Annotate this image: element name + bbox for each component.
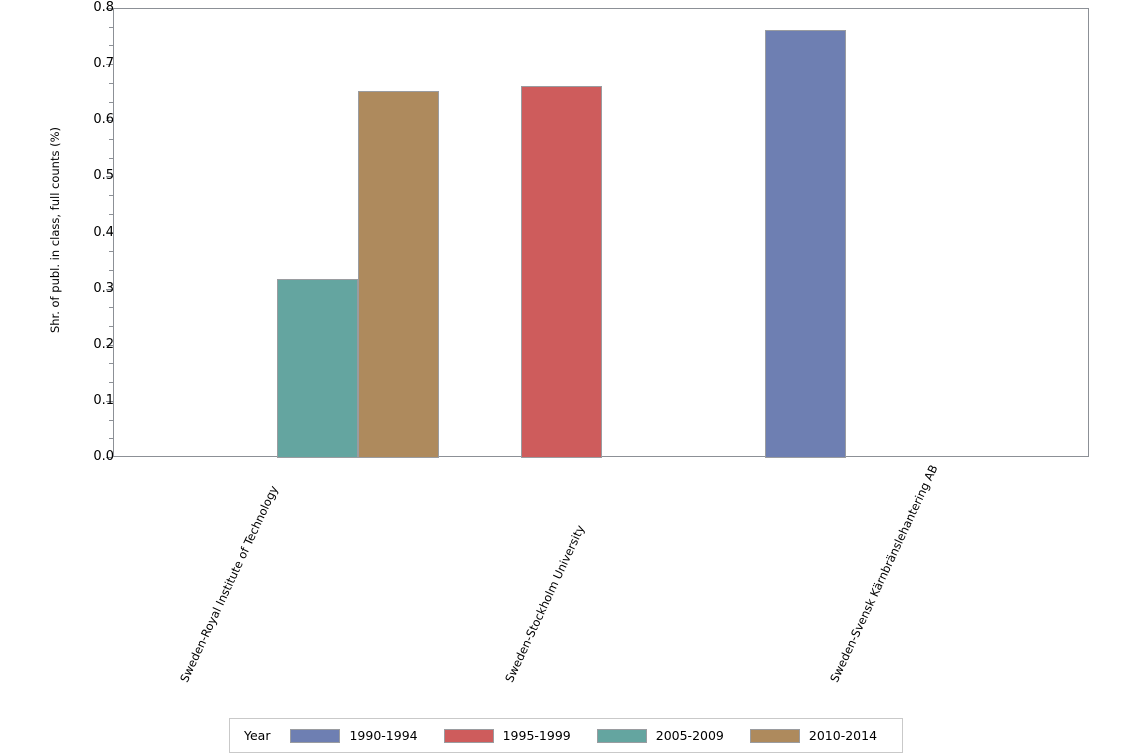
legend-item[interactable]: 1990-1994 (290, 728, 418, 743)
legend-label: 1995-1999 (502, 728, 571, 743)
y-tick-minor (109, 307, 113, 308)
y-tick-major (106, 8, 113, 9)
legend-swatch (749, 728, 800, 743)
x-axis-label: Sweden-Stockholm University (502, 522, 588, 685)
y-tick-minor (109, 382, 113, 383)
y-tick-minor (109, 195, 113, 196)
y-tick-minor (109, 83, 113, 84)
legend: Year 1990-1994 1995-1999 2005-2009 2010-201… (229, 718, 903, 753)
y-tick-minor (109, 251, 113, 252)
y-tick-minor (109, 214, 113, 215)
bar (765, 30, 846, 458)
x-axis-label: Sweden-Royal Institute of Technology (176, 483, 281, 685)
y-tick-label: 0.1 (93, 393, 114, 408)
y-tick-label: 0.6 (93, 112, 114, 127)
legend-title: Year (244, 728, 271, 743)
y-tick-minor (109, 363, 113, 364)
legend-item[interactable]: 2005-2009 (596, 728, 724, 743)
y-tick-label: 0.4 (93, 225, 114, 240)
y-tick-major (106, 457, 113, 458)
y-tick-major (106, 176, 113, 177)
bar (358, 91, 439, 458)
y-tick-label: 0.2 (93, 337, 114, 352)
y-tick-major (106, 345, 113, 346)
plot-area (113, 8, 1089, 458)
y-tick-major (106, 120, 113, 121)
y-tick-minor (109, 27, 113, 28)
y-tick-major (106, 401, 113, 402)
y-tick-minor (109, 45, 113, 46)
y-tick-label: 0.7 (93, 56, 114, 71)
legend-label: 2005-2009 (655, 728, 724, 743)
y-tick-major (106, 289, 113, 290)
y-tick-minor (109, 158, 113, 159)
legend-items: 1990-1994 1995-1999 2005-2009 2010-2014 (290, 728, 903, 743)
y-tick-minor (109, 438, 113, 439)
legend-item[interactable]: 2010-2014 (749, 728, 878, 743)
legend-item[interactable]: 1995-1999 (443, 728, 571, 743)
y-tick-label: 0.0 (93, 449, 114, 464)
bar (521, 86, 602, 458)
legend-swatch (443, 728, 494, 743)
y-tick-minor (109, 420, 113, 421)
legend-swatch (596, 728, 647, 743)
legend-label: 2010-2014 (808, 728, 878, 743)
y-tick-label: 0.8 (93, 0, 114, 15)
y-tick-minor (109, 326, 113, 327)
bar (277, 279, 358, 458)
legend-label: 1990-1994 (349, 728, 418, 743)
y-tick-label: 0.5 (93, 168, 114, 183)
y-tick-minor (109, 139, 113, 140)
y-tick-minor (109, 102, 113, 103)
y-tick-minor (109, 270, 113, 271)
y-tick-label: 0.3 (93, 281, 114, 296)
y-tick-major (106, 233, 113, 234)
x-axis-label: Sweden-Svensk Kärnbränslehantering AB (827, 462, 941, 685)
legend-swatch (290, 728, 341, 743)
y-tick-major (106, 64, 113, 65)
